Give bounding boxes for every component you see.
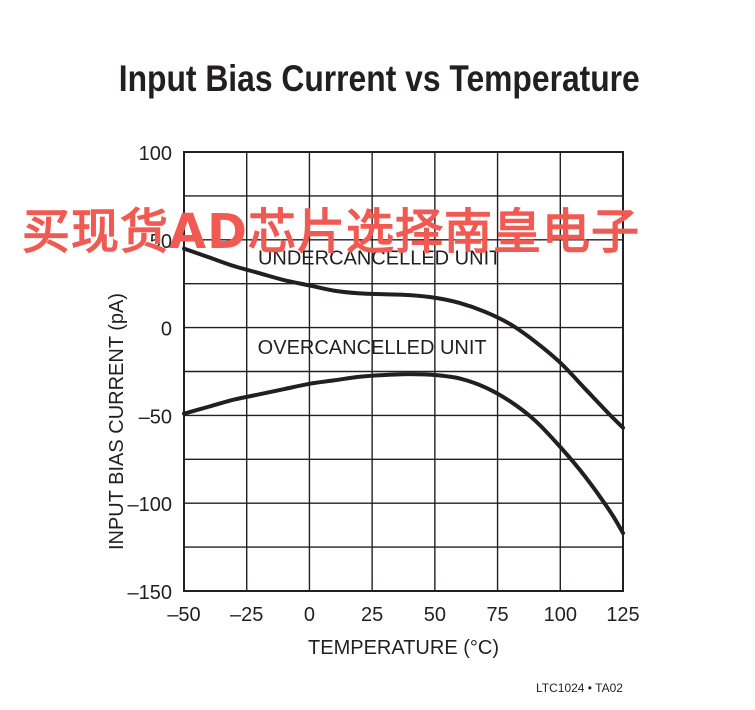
chart-title: Input Bias Current vs Temperature: [118, 58, 640, 99]
series-annotation: UNDERCANCELLED UNIT: [258, 247, 501, 269]
y-tick-label: 50: [150, 231, 172, 253]
watermark-text: 买现货AD芯片选择南皇电子: [22, 204, 640, 260]
series-line: [182, 372, 625, 536]
series-annotation: OVERCANCELLED UNIT: [258, 337, 487, 359]
x-tick-label: 0: [304, 604, 315, 626]
x-tick-label: 50: [424, 604, 446, 626]
x-tick-label: –50: [167, 604, 200, 626]
y-tick-label: 0: [161, 319, 172, 341]
y-axis-label: INPUT BIAS CURRENT (pA): [106, 293, 128, 550]
y-tick-label: –50: [139, 406, 172, 428]
x-axis-label: TEMPERATURE (°C): [308, 637, 499, 659]
x-tick-label: 125: [606, 604, 639, 626]
figure-id: LTC1024 • TA02: [536, 681, 623, 695]
y-tick-label: 100: [139, 143, 172, 165]
y-tick-label: –100: [128, 494, 173, 516]
x-tick-label: 25: [361, 604, 383, 626]
y-tick-label: –150: [128, 582, 173, 604]
x-tick-label: –25: [230, 604, 263, 626]
x-tick-label: 100: [544, 604, 577, 626]
plot-frame: [183, 151, 624, 592]
x-tick-label: 75: [486, 604, 508, 626]
series-line: [182, 246, 625, 430]
